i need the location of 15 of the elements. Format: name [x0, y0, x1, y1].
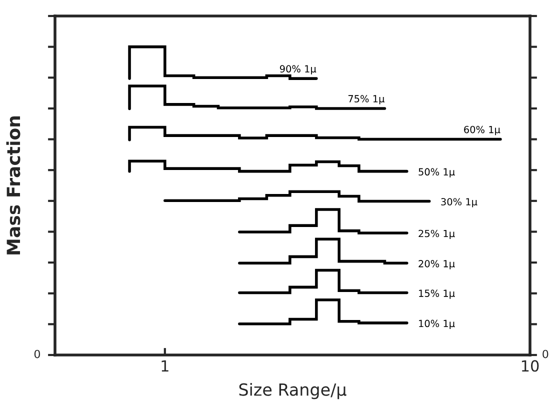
series-label: 50% 1μ: [418, 168, 455, 178]
series-label: 25% 1μ: [418, 230, 455, 240]
x-tick-label: 10: [522, 360, 539, 372]
series-label: 15% 1μ: [419, 290, 455, 299]
x-axis-title: Size Range/μ: [239, 382, 346, 400]
series-label: 20% 1μ: [418, 260, 455, 270]
y-axis-title: Mass Fraction: [6, 116, 20, 254]
text: 0: [542, 350, 548, 358]
series-label: 90% 1μ: [280, 65, 316, 74]
series-label: 30% 1μ: [441, 198, 478, 208]
series-label: 60% 1μ: [464, 126, 500, 136]
series-label: 10% 1μ: [419, 320, 455, 330]
x-tick-label: 1: [162, 360, 168, 372]
series-label: 75% 1μ: [348, 95, 384, 104]
text: 0: [34, 350, 40, 358]
